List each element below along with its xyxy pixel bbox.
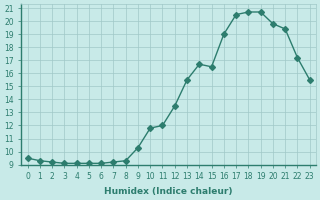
X-axis label: Humidex (Indice chaleur): Humidex (Indice chaleur)	[104, 187, 233, 196]
